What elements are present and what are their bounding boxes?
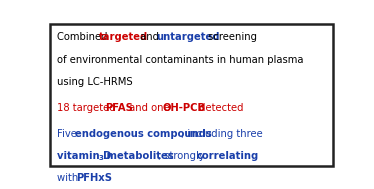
Text: and: and xyxy=(137,32,162,42)
Text: 3: 3 xyxy=(99,155,104,161)
Text: detected: detected xyxy=(196,103,243,113)
Text: of environmental contaminants in human plasma: of environmental contaminants in human p… xyxy=(57,55,303,65)
Text: using LC-HRMS: using LC-HRMS xyxy=(57,77,132,87)
Text: OH-PCB: OH-PCB xyxy=(163,103,206,113)
Text: untargeted: untargeted xyxy=(156,32,220,42)
Text: , strongly: , strongly xyxy=(157,151,208,161)
Text: with: with xyxy=(57,173,81,183)
Text: endogenous compounds: endogenous compounds xyxy=(75,129,211,139)
Text: PFHxS: PFHxS xyxy=(76,173,112,183)
FancyBboxPatch shape xyxy=(50,24,333,167)
Text: and one: and one xyxy=(126,103,173,113)
Text: Five: Five xyxy=(57,129,80,139)
Text: vitamin D: vitamin D xyxy=(57,151,111,161)
Text: 18 targeted: 18 targeted xyxy=(57,103,119,113)
Text: , including three: , including three xyxy=(181,129,263,139)
Text: PFAS: PFAS xyxy=(105,103,133,113)
Text: screening: screening xyxy=(205,32,257,42)
Text: metabolites: metabolites xyxy=(103,151,174,161)
Text: Combined: Combined xyxy=(57,32,111,42)
Text: correlating: correlating xyxy=(196,151,258,161)
Text: targeted: targeted xyxy=(98,32,148,42)
